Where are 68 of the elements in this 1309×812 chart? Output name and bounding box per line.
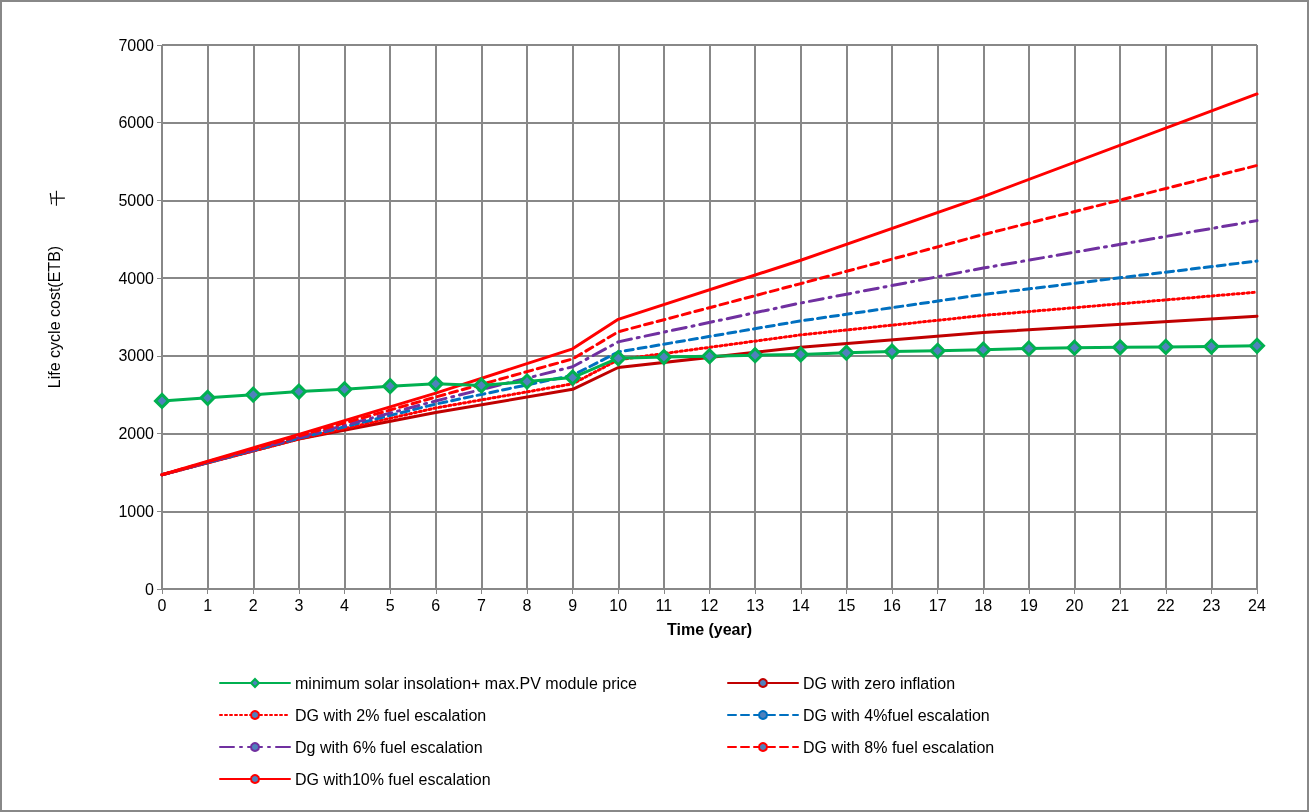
- y-tick-label: 3000: [118, 347, 155, 365]
- point: [1066, 339, 1083, 356]
- y-axis-title: Life cycle cost(ETB): [45, 245, 63, 389]
- point: [336, 381, 353, 398]
- point: [655, 349, 672, 366]
- point: [1203, 338, 1220, 355]
- x-tick-label: 23: [1202, 596, 1221, 614]
- legend-label: Dg with 6% fuel escalation: [295, 738, 483, 756]
- x-tick-label: 24: [1248, 596, 1266, 614]
- x-tick-label: 15: [837, 596, 856, 614]
- x-tick-label: 9: [568, 596, 578, 614]
- point: [610, 350, 627, 367]
- x-tick-label: 7: [476, 596, 486, 614]
- x-tick-label: 20: [1065, 596, 1084, 614]
- point: [199, 389, 216, 406]
- point: [245, 386, 262, 403]
- x-tick-label: 22: [1156, 596, 1175, 614]
- x-tick-label: 17: [928, 596, 947, 614]
- y-tick-label: 0: [145, 580, 155, 598]
- legend-label: DG with 4%fuel escalation: [803, 706, 990, 724]
- point: [290, 383, 307, 400]
- point: [792, 346, 809, 363]
- x-tick-label: 11: [655, 596, 673, 614]
- x-tick-label: 6: [431, 596, 441, 614]
- legend-label: DG with10% fuel escalation: [295, 770, 491, 788]
- y-tick-label: 6000: [118, 114, 155, 132]
- x-tick-label: 12: [700, 596, 719, 614]
- x-tick-label: 16: [883, 596, 901, 614]
- x-tick-label: 0: [157, 596, 167, 614]
- point: [564, 369, 581, 386]
- y-tick-label: 4000: [118, 269, 155, 287]
- x-tick-label: 8: [522, 596, 532, 614]
- x-axis-title: Time (year): [666, 620, 753, 638]
- y-tick-label: 5000: [118, 191, 155, 209]
- y-tick-label: 2000: [118, 425, 155, 443]
- x-tick-label: 3: [294, 596, 304, 614]
- point: [975, 341, 992, 358]
- x-tick-label: 1: [203, 596, 213, 614]
- point: [838, 344, 855, 361]
- text: 千: [48, 190, 66, 206]
- point: [427, 375, 444, 392]
- legend-label: DG with 2% fuel escalation: [295, 706, 487, 724]
- point: [1112, 339, 1129, 356]
- x-tick-label: 14: [791, 596, 810, 614]
- point: [1249, 337, 1265, 354]
- x-tick-label: 4: [340, 596, 350, 614]
- x-tick-label: 5: [385, 596, 395, 614]
- point: [1020, 340, 1037, 357]
- y-tick-label: 7000: [118, 36, 155, 54]
- x-tick-label: 2: [248, 596, 258, 614]
- x-tick-label: 10: [609, 596, 628, 614]
- legend-label: minimum solar insolation+ max.PV module price: [295, 674, 638, 692]
- point: [1157, 338, 1174, 355]
- point: [382, 378, 399, 395]
- legend-label: DG with 8% fuel escalation: [803, 738, 995, 756]
- point: [701, 348, 718, 365]
- point: [473, 377, 490, 394]
- point: [747, 347, 764, 364]
- x-tick-label: 19: [1019, 596, 1038, 614]
- point: [929, 342, 946, 359]
- point: [519, 373, 535, 390]
- point: [884, 343, 900, 360]
- point: [154, 392, 170, 409]
- x-tick-label: 13: [746, 596, 765, 614]
- x-tick-label: 18: [974, 596, 993, 614]
- x-tick-label: 21: [1111, 596, 1130, 614]
- y-tick-label: 1000: [118, 502, 155, 520]
- legend-label: DG with zero inflation: [803, 674, 956, 692]
